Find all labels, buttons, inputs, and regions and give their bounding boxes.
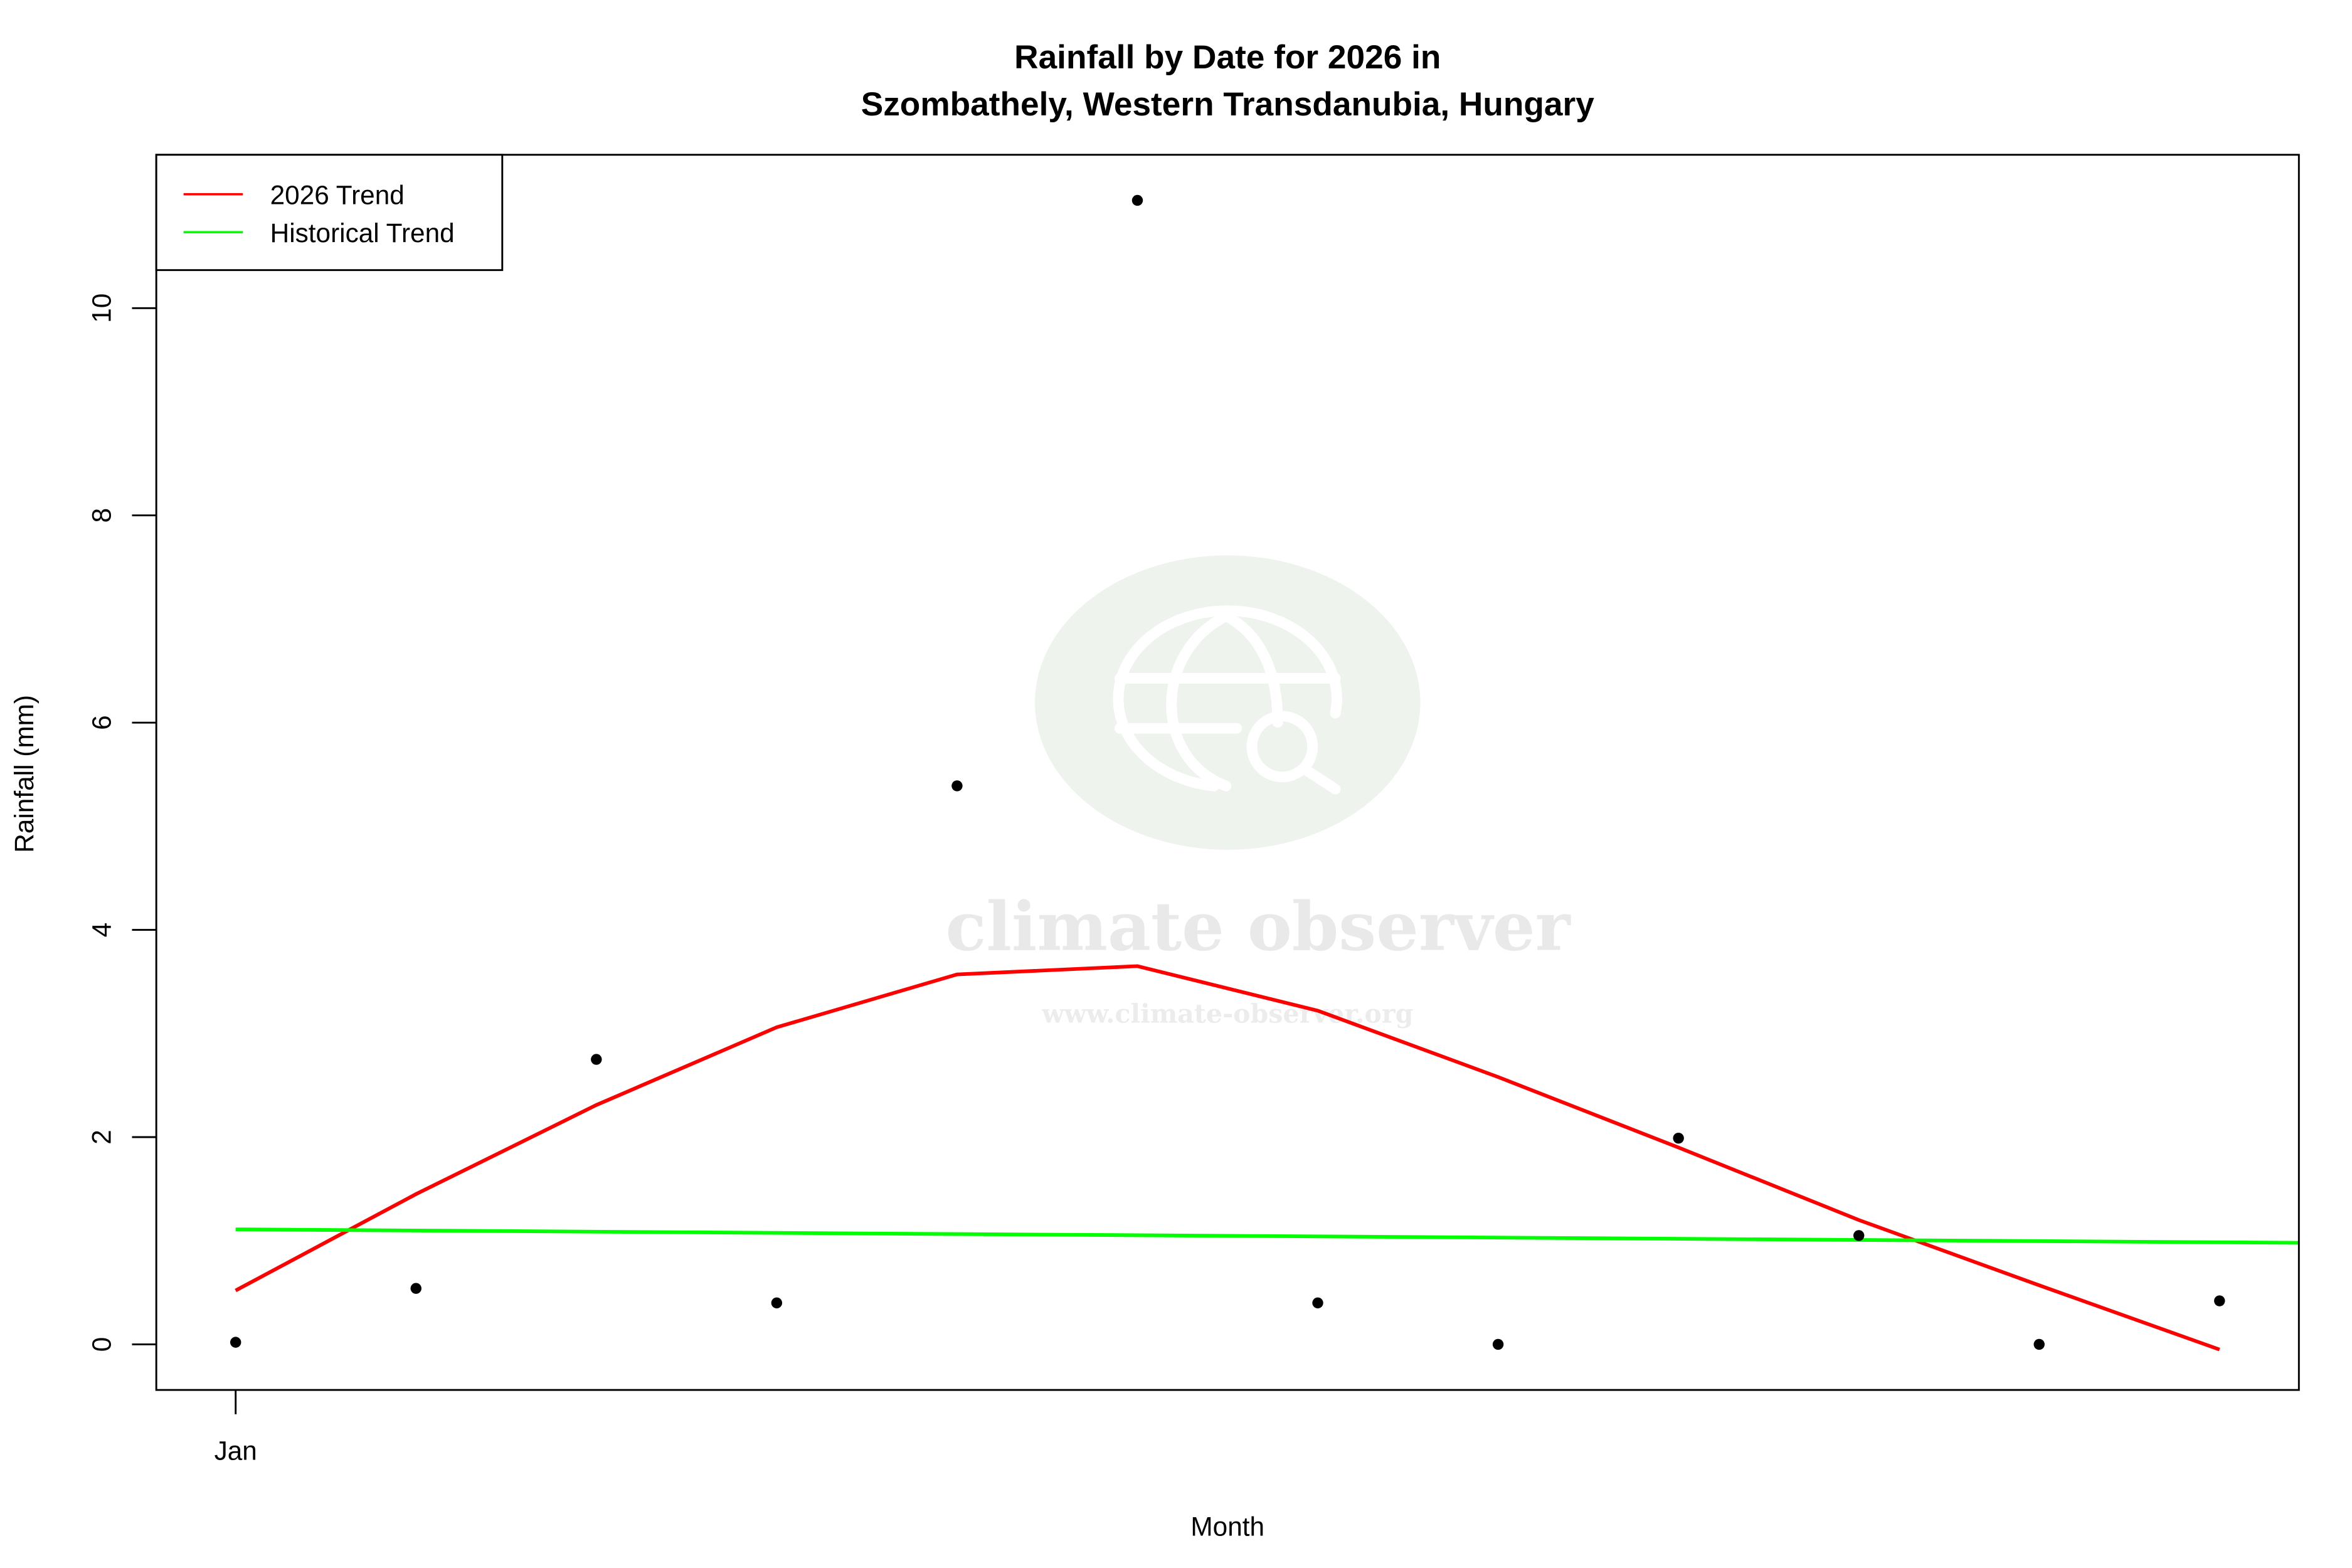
data-point	[230, 1337, 241, 1348]
x-tick-label: Jan	[215, 1436, 257, 1465]
y-tick-label: 2	[87, 1130, 117, 1145]
y-tick-label: 10	[87, 294, 117, 323]
watermark-name: climate observer	[946, 888, 1572, 967]
series-line-2	[235, 1227, 2299, 1245]
x-axis: Jan	[215, 1390, 257, 1465]
globe-search-icon	[1113, 605, 1342, 795]
y-axis: 0 2 4 6 8 10	[87, 294, 157, 1352]
data-point	[1312, 1297, 1323, 1309]
y-tick-label: 8	[87, 508, 117, 523]
data-point	[951, 780, 963, 792]
chart-title-line-1: Rainfall by Date for 2026 in	[1014, 39, 1441, 76]
data-point	[1131, 194, 1143, 206]
legend-box	[155, 154, 504, 272]
data-point	[591, 1054, 602, 1065]
data-point	[1492, 1338, 1504, 1350]
data-point	[1673, 1132, 1684, 1144]
data-point	[410, 1283, 421, 1294]
series-line-1	[235, 964, 2220, 1352]
watermark-badge	[1035, 555, 1421, 850]
legend-label-1: 2026 Trend	[270, 180, 405, 209]
legend-label-2: Historical Trend	[270, 218, 455, 248]
data-point	[2214, 1295, 2225, 1306]
legend: 2026 Trend Historical Trend	[155, 154, 504, 272]
y-tick-label: 4	[87, 923, 117, 938]
chart-title-line-2: Szombathely, Western Transdanubia, Hunga…	[861, 86, 1594, 123]
data-point	[771, 1297, 783, 1309]
data-point	[1853, 1230, 1865, 1241]
y-axis-label: Rainfall (mm)	[9, 695, 39, 853]
x-axis-label: Month	[1190, 1512, 1264, 1541]
plot-frame	[155, 154, 2300, 1391]
data-point	[2033, 1338, 2045, 1350]
y-tick-label: 0	[87, 1337, 117, 1352]
watermark: climate observer www.climate-observer.or…	[946, 555, 1572, 1029]
y-tick-label: 6	[87, 715, 117, 730]
